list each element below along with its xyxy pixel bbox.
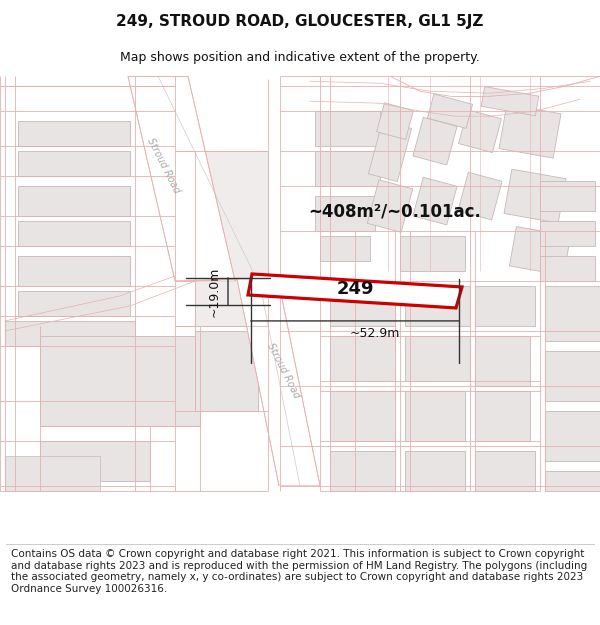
- Polygon shape: [405, 286, 470, 326]
- Polygon shape: [128, 76, 235, 281]
- Text: Stroud Road: Stroud Road: [145, 137, 181, 196]
- Polygon shape: [18, 186, 130, 216]
- Polygon shape: [195, 331, 258, 411]
- Polygon shape: [18, 256, 130, 286]
- Text: ~19.0m: ~19.0m: [208, 266, 221, 317]
- Polygon shape: [5, 321, 135, 346]
- Polygon shape: [400, 236, 465, 271]
- Polygon shape: [413, 118, 457, 165]
- Polygon shape: [40, 441, 150, 481]
- Text: Map shows position and indicative extent of the property.: Map shows position and indicative extent…: [120, 51, 480, 64]
- Polygon shape: [18, 121, 130, 146]
- Text: ~408m²/~0.101ac.: ~408m²/~0.101ac.: [308, 202, 481, 220]
- Polygon shape: [315, 111, 380, 146]
- Polygon shape: [367, 180, 413, 232]
- Polygon shape: [481, 87, 539, 116]
- Text: Stroud Road: Stroud Road: [265, 342, 301, 400]
- Polygon shape: [475, 336, 530, 386]
- Polygon shape: [475, 391, 530, 441]
- Text: 249, STROUD ROAD, GLOUCESTER, GL1 5JZ: 249, STROUD ROAD, GLOUCESTER, GL1 5JZ: [116, 14, 484, 29]
- Polygon shape: [320, 236, 370, 261]
- Polygon shape: [330, 451, 395, 491]
- Polygon shape: [248, 274, 462, 308]
- Polygon shape: [475, 451, 535, 491]
- Polygon shape: [405, 451, 465, 491]
- Polygon shape: [540, 181, 595, 211]
- Polygon shape: [330, 391, 395, 441]
- Text: Contains OS data © Crown copyright and database right 2021. This information is : Contains OS data © Crown copyright and d…: [11, 549, 587, 594]
- Polygon shape: [368, 121, 412, 181]
- Polygon shape: [545, 286, 600, 341]
- Polygon shape: [540, 221, 595, 246]
- Polygon shape: [377, 103, 413, 139]
- Polygon shape: [18, 151, 130, 176]
- Polygon shape: [509, 227, 571, 276]
- Polygon shape: [315, 151, 380, 186]
- Polygon shape: [545, 411, 600, 461]
- Polygon shape: [545, 351, 600, 401]
- Polygon shape: [475, 286, 535, 326]
- Polygon shape: [5, 456, 100, 491]
- Polygon shape: [18, 221, 130, 246]
- Polygon shape: [405, 391, 465, 441]
- Polygon shape: [315, 196, 375, 231]
- Polygon shape: [405, 336, 470, 381]
- Polygon shape: [504, 169, 566, 223]
- Polygon shape: [540, 256, 595, 281]
- Text: ~52.9m: ~52.9m: [350, 328, 400, 341]
- Polygon shape: [330, 336, 395, 381]
- Polygon shape: [458, 110, 502, 152]
- Polygon shape: [427, 94, 473, 128]
- Polygon shape: [18, 291, 130, 316]
- Polygon shape: [545, 471, 600, 491]
- Text: 249: 249: [336, 280, 374, 298]
- Polygon shape: [330, 286, 395, 326]
- Polygon shape: [40, 336, 200, 426]
- Polygon shape: [499, 104, 561, 158]
- Polygon shape: [458, 173, 502, 220]
- Polygon shape: [195, 151, 268, 326]
- Polygon shape: [413, 177, 457, 225]
- Polygon shape: [237, 279, 320, 486]
